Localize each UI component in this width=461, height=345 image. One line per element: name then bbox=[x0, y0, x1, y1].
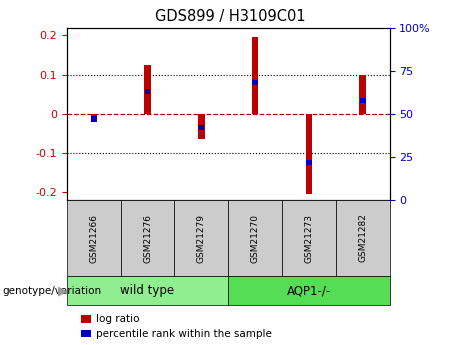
Text: percentile rank within the sample: percentile rank within the sample bbox=[96, 329, 272, 338]
Text: genotype/variation: genotype/variation bbox=[2, 286, 101, 296]
Text: GSM21273: GSM21273 bbox=[304, 214, 313, 263]
Text: GSM21282: GSM21282 bbox=[358, 214, 367, 263]
Text: GSM21279: GSM21279 bbox=[197, 214, 206, 263]
Text: ▶: ▶ bbox=[58, 284, 67, 297]
Text: GSM21276: GSM21276 bbox=[143, 214, 152, 263]
Bar bbox=[198, 125, 204, 130]
Bar bbox=[144, 65, 151, 114]
Bar bbox=[90, 114, 97, 120]
Text: GSM21270: GSM21270 bbox=[251, 214, 260, 263]
Text: GDS899 / H3109C01: GDS899 / H3109C01 bbox=[155, 9, 306, 23]
Bar bbox=[306, 114, 312, 194]
Text: log ratio: log ratio bbox=[96, 314, 140, 324]
Bar bbox=[252, 80, 258, 85]
Bar bbox=[198, 114, 205, 139]
Bar bbox=[360, 98, 366, 102]
Text: GSM21266: GSM21266 bbox=[89, 214, 98, 263]
Bar bbox=[145, 89, 150, 94]
Bar bbox=[252, 37, 258, 114]
Text: wild type: wild type bbox=[120, 284, 175, 297]
Bar bbox=[306, 160, 312, 165]
Bar bbox=[360, 75, 366, 114]
Bar bbox=[91, 117, 97, 121]
Text: AQP1-/-: AQP1-/- bbox=[287, 284, 331, 297]
